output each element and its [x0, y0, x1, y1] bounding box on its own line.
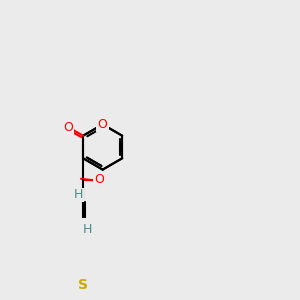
Text: H: H	[74, 188, 83, 201]
Text: O: O	[94, 173, 104, 186]
Text: S: S	[78, 278, 88, 292]
Text: O: O	[63, 121, 73, 134]
Text: O: O	[98, 118, 108, 131]
Text: H: H	[83, 223, 92, 236]
